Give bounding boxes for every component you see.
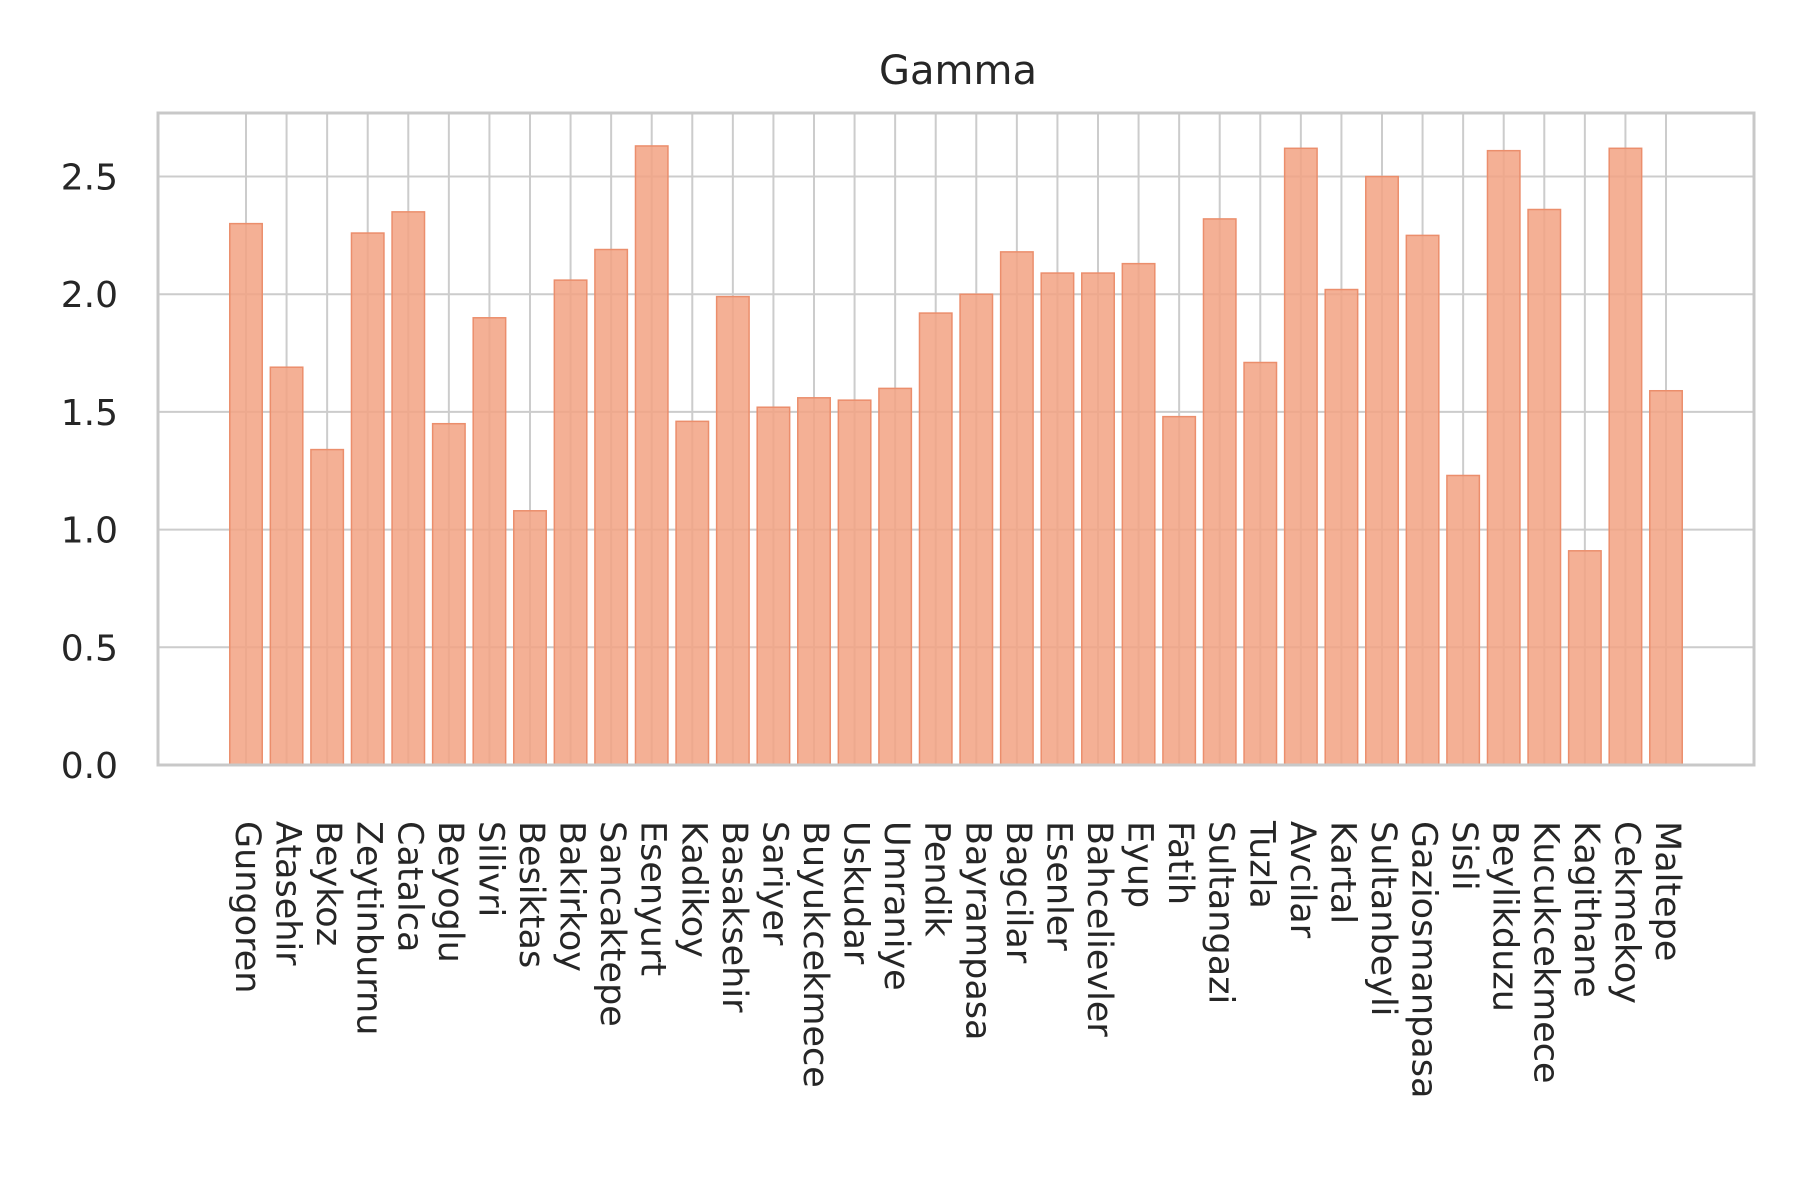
bar-kadikoy (675, 420, 710, 766)
x-tick-label: Sancaktepe (592, 821, 632, 1027)
x-tick-label: Tuzla (1241, 820, 1281, 909)
x-tick-label: Besiktas (511, 821, 551, 968)
bar-tuzla (1243, 361, 1278, 766)
x-tick-label: Sultanbeyli (1363, 821, 1403, 1016)
bar-esenyurt (634, 145, 669, 766)
x-tick-label: Kucukcekmece (1525, 821, 1565, 1084)
x-tick-label: Beylikduzu (1485, 821, 1525, 1012)
x-tick-label: Bakirkoy (552, 821, 592, 972)
bar-sultanbeyli (1365, 175, 1399, 766)
x-tick-label: Uskudar (836, 821, 876, 965)
bar-gaziosmanpasa (1405, 234, 1440, 766)
bar-kucukcekmece (1527, 208, 1562, 766)
y-tick-label: 1.5 (61, 393, 118, 434)
x-tick-label: Bayrampasa (957, 821, 997, 1040)
x-tick-label: Avcilar (1282, 821, 1322, 939)
x-tick-label: Gaziosmanpasa (1404, 821, 1444, 1098)
bar-besiktas (513, 510, 547, 766)
x-tick-label: Kadikoy (673, 821, 713, 958)
bar-kagithane (1567, 550, 1602, 766)
bar-esenler (1040, 272, 1075, 766)
x-tick-label: Esenler (1038, 821, 1078, 951)
bar-beyoglu (431, 422, 466, 766)
bar-pendik (918, 312, 953, 766)
x-tick-label: Sariyer (754, 821, 794, 946)
x-tick-label: Beyoglu (430, 821, 470, 963)
bar-maltepe (1649, 389, 1683, 766)
x-tick-label: Basaksehir (714, 821, 754, 1013)
x-tick-label: Umraniye (876, 821, 916, 991)
bar-bayrampasa (959, 293, 994, 766)
y-tick-label: 1.0 (61, 511, 118, 552)
x-axis-tick-labels: Gungoren Atasehir Beykoz Zeytinburnu Catalca… (227, 820, 1687, 1098)
bar-catalca (391, 211, 426, 766)
y-tick-label: 0.0 (61, 746, 118, 787)
bar-silivri (472, 317, 507, 766)
bar-fatih (1162, 415, 1197, 766)
bar-bakirkoy (553, 279, 588, 766)
x-tick-label: Kagithane (1566, 821, 1606, 998)
y-tick-label: 0.5 (61, 628, 118, 669)
bar-buyukcekmece (797, 397, 831, 766)
x-tick-label: Atasehir (268, 821, 308, 966)
bar-eyup (1121, 262, 1156, 766)
bar-zeytinburnu (350, 232, 385, 766)
x-tick-label: Esenyurt (633, 821, 673, 976)
x-tick-label: Maltepe (1647, 821, 1687, 961)
bar-umraniye (878, 387, 913, 766)
x-tick-label: Bahcelievler (1079, 821, 1119, 1037)
bar-kartal (1324, 288, 1359, 766)
bar-beylikduzu (1486, 149, 1521, 766)
x-tick-label: Silivri (470, 821, 510, 917)
y-tick-label: 2.0 (61, 275, 118, 316)
bar-atasehir (269, 366, 304, 766)
x-tick-label: Bagcilar (998, 821, 1038, 964)
bar-sisli (1446, 474, 1481, 766)
bar-beykoz (310, 448, 345, 766)
x-tick-label: Gungoren (227, 821, 267, 993)
bar-bahcelievler (1081, 272, 1115, 766)
bar-avcilar (1283, 147, 1318, 766)
bar-basaksehir (715, 295, 750, 766)
x-tick-label: Beykoz (308, 821, 348, 946)
bar-sariyer (756, 406, 791, 766)
y-axis-tick-labels: 0.0 0.5 1.0 1.5 2.0 2.5 (61, 158, 118, 787)
x-tick-label: Sisli (1444, 821, 1484, 891)
bar-gungoren (229, 222, 263, 766)
x-tick-label: Kartal (1322, 821, 1362, 924)
bar-bagcilar (999, 251, 1034, 766)
plot-frame (156, 111, 1756, 767)
chart-title: Gamma (879, 48, 1037, 94)
x-tick-label: Zeytinburnu (349, 821, 389, 1035)
x-tick-label: Cekmekoy (1606, 821, 1646, 1004)
bar-sultangazi (1202, 218, 1237, 766)
x-tick-label: Buyukcekmece (795, 821, 835, 1088)
x-tick-label: Pendik (917, 821, 957, 938)
y-tick-label: 2.5 (61, 158, 118, 199)
bar-sancaktepe (594, 248, 629, 766)
x-tick-label: Fatih (1160, 821, 1200, 905)
x-tick-label: Sultangazi (1201, 821, 1241, 1004)
x-tick-label: Eyup (1120, 821, 1160, 908)
bar-cekmekoy (1608, 147, 1643, 766)
bars (229, 145, 1683, 766)
bar-uskudar (837, 399, 872, 766)
x-tick-label: Catalca (389, 821, 429, 952)
